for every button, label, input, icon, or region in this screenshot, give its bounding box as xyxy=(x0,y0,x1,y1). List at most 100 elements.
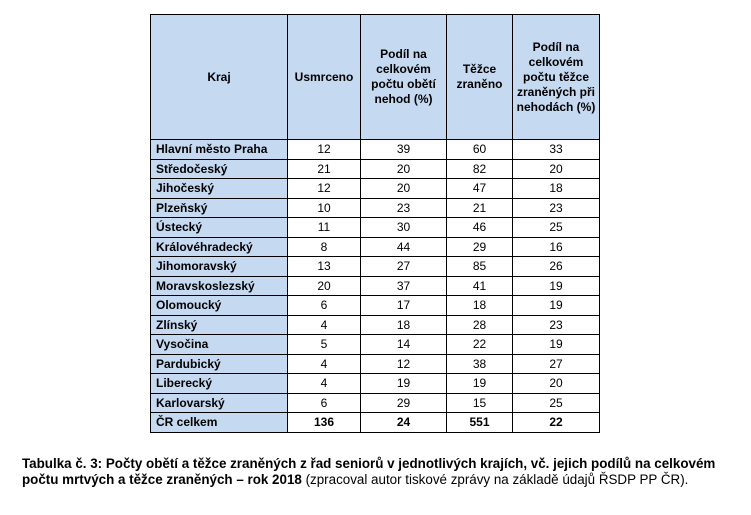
cell-killed-share: 37 xyxy=(360,275,447,296)
table-row: Karlovarský 6 29 15 25 xyxy=(150,392,600,413)
caption-bold-text: Tabulka č. 3: Počty obětí a těžce zraněn… xyxy=(22,456,716,487)
cell-killed-share: 18 xyxy=(360,314,447,335)
cell-seriously-injured: 21 xyxy=(446,197,513,218)
cell-injured-share: 22 xyxy=(512,412,600,433)
cell-killed: 4 xyxy=(287,314,361,335)
table-row: Pardubický 4 12 38 27 xyxy=(150,353,600,374)
accident-statistics-table: Kraj Usmrceno Podíl na celkovém počtu ob… xyxy=(150,14,600,433)
table-row: Jihomoravský 13 27 85 26 xyxy=(150,256,600,277)
header-killed: Usmrceno xyxy=(287,14,361,140)
header-killed-share: Podíl na celkovém počtu obětí nehod (%) xyxy=(360,14,447,140)
cell-seriously-injured: 22 xyxy=(446,334,513,355)
cell-seriously-injured: 85 xyxy=(446,256,513,277)
cell-killed-share: 20 xyxy=(360,158,447,179)
table-row: Ústecký 11 30 46 25 xyxy=(150,217,600,238)
cell-seriously-injured: 47 xyxy=(446,178,513,199)
cell-region: Jihočeský xyxy=(150,178,288,199)
cell-region: ČR celkem xyxy=(150,412,288,433)
cell-injured-share: 19 xyxy=(512,295,600,316)
table-row: Jihočeský 12 20 47 18 xyxy=(150,178,600,199)
cell-killed-share: 27 xyxy=(360,256,447,277)
cell-region: Olomoucký xyxy=(150,295,288,316)
cell-killed-share: 14 xyxy=(360,334,447,355)
cell-killed-share: 29 xyxy=(360,392,447,413)
cell-seriously-injured: 38 xyxy=(446,353,513,374)
cell-injured-share: 25 xyxy=(512,217,600,238)
header-region: Kraj xyxy=(150,14,288,140)
cell-seriously-injured: 28 xyxy=(446,314,513,335)
cell-region: Karlovarský xyxy=(150,392,288,413)
table-row: Středočeský 21 20 82 20 xyxy=(150,158,600,179)
cell-seriously-injured: 15 xyxy=(446,392,513,413)
table-caption: Tabulka č. 3: Počty obětí a těžce zraněn… xyxy=(22,456,737,488)
table-row: Vysočina 5 14 22 19 xyxy=(150,334,600,355)
cell-seriously-injured: 551 xyxy=(446,412,513,433)
cell-killed-share: 39 xyxy=(360,139,447,160)
cell-injured-share: 27 xyxy=(512,353,600,374)
cell-seriously-injured: 18 xyxy=(446,295,513,316)
cell-killed: 13 xyxy=(287,256,361,277)
cell-injured-share: 19 xyxy=(512,275,600,296)
cell-injured-share: 16 xyxy=(512,236,600,257)
cell-killed: 5 xyxy=(287,334,361,355)
table-row: Hlavní město Praha 12 39 60 33 xyxy=(150,139,600,160)
cell-killed-share: 12 xyxy=(360,353,447,374)
cell-killed: 12 xyxy=(287,178,361,199)
table-row: Plzeňský 10 23 21 23 xyxy=(150,197,600,218)
header-injured-share: Podíl na celkovém počtu těžce zraněných … xyxy=(512,14,600,140)
cell-region: Středočeský xyxy=(150,158,288,179)
table-header-row: Kraj Usmrceno Podíl na celkovém počtu ob… xyxy=(150,14,600,140)
cell-injured-share: 23 xyxy=(512,314,600,335)
table-total-row: ČR celkem 136 24 551 22 xyxy=(150,412,600,433)
cell-killed: 11 xyxy=(287,217,361,238)
cell-seriously-injured: 19 xyxy=(446,373,513,394)
cell-seriously-injured: 29 xyxy=(446,236,513,257)
header-seriously-injured: Těžce zraněno xyxy=(446,14,513,140)
cell-killed-share: 30 xyxy=(360,217,447,238)
cell-injured-share: 20 xyxy=(512,158,600,179)
cell-injured-share: 23 xyxy=(512,197,600,218)
cell-region: Vysočina xyxy=(150,334,288,355)
cell-region: Plzeňský xyxy=(150,197,288,218)
cell-region: Hlavní město Praha xyxy=(150,139,288,160)
cell-region: Ústecký xyxy=(150,217,288,238)
cell-region: Zlínský xyxy=(150,314,288,335)
cell-killed-share: 23 xyxy=(360,197,447,218)
cell-injured-share: 26 xyxy=(512,256,600,277)
cell-killed: 4 xyxy=(287,353,361,374)
cell-injured-share: 19 xyxy=(512,334,600,355)
table-body: Hlavní město Praha 12 39 60 33 Středočeský 21 2… xyxy=(150,139,600,433)
caption-source-text: (zpracoval autor tiskové zprávy na zákla… xyxy=(301,472,689,487)
cell-seriously-injured: 46 xyxy=(446,217,513,238)
cell-killed-share: 19 xyxy=(360,373,447,394)
cell-seriously-injured: 82 xyxy=(446,158,513,179)
cell-killed: 8 xyxy=(287,236,361,257)
table-row: Liberecký 4 19 19 20 xyxy=(150,373,600,394)
cell-killed-share: 44 xyxy=(360,236,447,257)
cell-seriously-injured: 60 xyxy=(446,139,513,160)
table-row: Královéhradecký 8 44 29 16 xyxy=(150,236,600,257)
cell-killed: 136 xyxy=(287,412,361,433)
cell-killed: 12 xyxy=(287,139,361,160)
cell-region: Královéhradecký xyxy=(150,236,288,257)
table-row: Olomoucký 6 17 18 19 xyxy=(150,295,600,316)
cell-killed-share: 17 xyxy=(360,295,447,316)
cell-region: Pardubický xyxy=(150,353,288,374)
table-row: Moravskoslezský 20 37 41 19 xyxy=(150,275,600,296)
cell-killed: 10 xyxy=(287,197,361,218)
table-row: Zlínský 4 18 28 23 xyxy=(150,314,600,335)
cell-seriously-injured: 41 xyxy=(446,275,513,296)
cell-injured-share: 20 xyxy=(512,373,600,394)
cell-killed: 21 xyxy=(287,158,361,179)
cell-injured-share: 18 xyxy=(512,178,600,199)
cell-killed: 4 xyxy=(287,373,361,394)
cell-region: Jihomoravský xyxy=(150,256,288,277)
cell-killed-share: 24 xyxy=(360,412,447,433)
cell-injured-share: 25 xyxy=(512,392,600,413)
accident-table-container: Kraj Usmrceno Podíl na celkovém počtu ob… xyxy=(150,14,600,433)
cell-region: Moravskoslezský xyxy=(150,275,288,296)
cell-killed: 6 xyxy=(287,295,361,316)
cell-killed: 20 xyxy=(287,275,361,296)
cell-region: Liberecký xyxy=(150,373,288,394)
cell-killed: 6 xyxy=(287,392,361,413)
